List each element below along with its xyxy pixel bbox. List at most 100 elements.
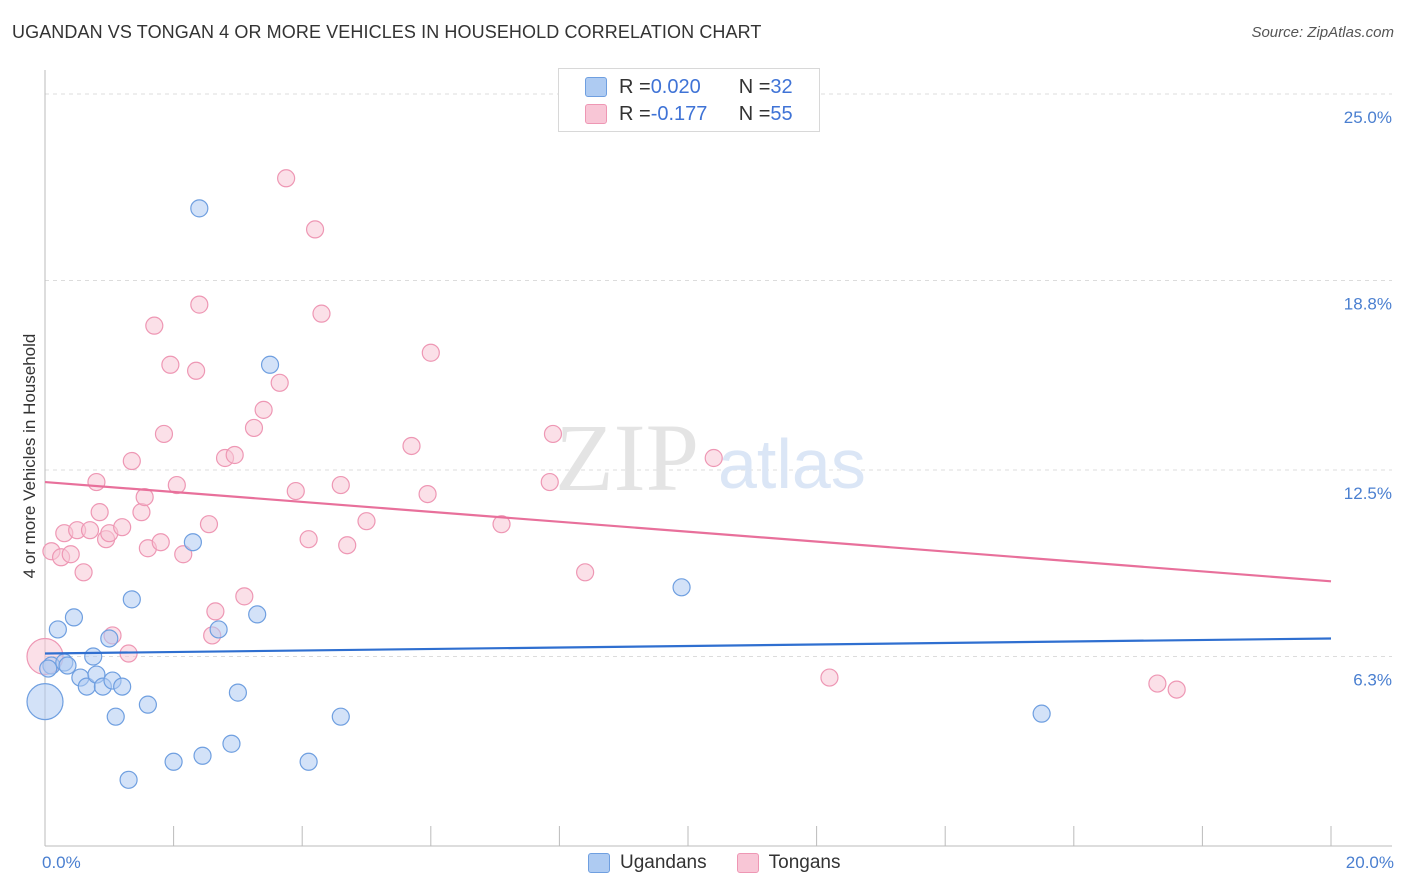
ugandans-point (190, 199, 209, 218)
tongans-point (540, 472, 559, 492)
tongans-legend-swatch (736, 853, 759, 873)
tongans-r-value: -0.177 (650, 102, 708, 125)
tongans-point (418, 484, 437, 504)
tongans-point (74, 563, 93, 582)
ugandans-point (64, 608, 84, 627)
tongans-trend-line (44, 480, 1332, 583)
tongans-point (312, 304, 331, 323)
grid-lines (45, 93, 1392, 658)
ugandans-n-value: 32 (770, 75, 793, 98)
tongans-point (132, 503, 151, 522)
ugandans-r-label: R = (619, 75, 651, 98)
ugandans-swatch (585, 77, 607, 97)
x-axis-ticks (44, 826, 1332, 846)
watermark-atlas: atlas (718, 425, 866, 503)
ugandans-point (209, 620, 228, 639)
tongans-point (122, 451, 141, 471)
ugandans-legend-swatch (588, 853, 610, 873)
ugandans-r-value: 0.020 (650, 75, 701, 98)
tongans-point (305, 220, 325, 239)
tongans-point (167, 475, 186, 495)
ugandans-point (164, 752, 183, 771)
series-legend: Ugandans Tongans (588, 852, 870, 874)
series-legend-tongans[interactable]: Tongans (736, 852, 841, 874)
y-tick-label: 12.5% (1344, 484, 1392, 503)
tongans-point (190, 295, 209, 314)
tongans-swatch (585, 104, 607, 124)
tongans-series (26, 169, 1186, 699)
tongans-point (161, 355, 180, 374)
trend-lines (44, 480, 1332, 655)
tongans-point (206, 602, 225, 621)
ugandans-point (39, 659, 58, 678)
ugandans-series (26, 199, 1051, 789)
tongans-point (174, 545, 193, 564)
tongans-point (543, 424, 563, 444)
tongans-point (87, 472, 106, 492)
chart-title: UGANDAN VS TONGAN 4 OR MORE VEHICLES IN … (12, 22, 762, 42)
tongans-legend-label: Tongans (768, 852, 841, 873)
ugandans-point (222, 734, 241, 753)
ugandans-point (26, 683, 64, 721)
ugandans-point (100, 629, 119, 648)
tongans-point (576, 563, 595, 582)
tongans-n-label: N = (738, 102, 771, 125)
correlation-legend: R = 0.020 N = 32 R = -0.177 N = 55 (558, 68, 820, 132)
tongans-point (492, 515, 511, 534)
tongans-point (113, 518, 132, 537)
ugandans-point (260, 355, 280, 374)
series-legend-ugandans[interactable]: Ugandans (588, 852, 707, 874)
tongans-point (154, 424, 174, 444)
ugandans-n-label: N = (738, 75, 771, 98)
ugandans-point (48, 620, 67, 639)
tongans-point (402, 436, 421, 456)
tongans-point (199, 515, 219, 534)
x-tick-label-max: 20.0% (1345, 853, 1394, 872)
y-axis-label: 4 or more Vehicles in Household (20, 333, 39, 579)
tongans-point (90, 503, 109, 522)
tongans-point (421, 343, 440, 362)
tongans-point (331, 475, 350, 495)
tongans-point (1148, 674, 1167, 693)
ugandans-point (672, 578, 691, 597)
tongans-point (357, 512, 376, 531)
tongans-point (145, 316, 164, 335)
tongans-point (61, 545, 80, 564)
tongans-r-label: R = (619, 102, 651, 125)
ugandans-point (183, 533, 202, 552)
watermark: ZIP atlas (555, 404, 866, 511)
ugandans-point (1032, 704, 1051, 723)
x-tick-label-min: 0.0% (42, 853, 81, 872)
tongans-point (80, 521, 100, 540)
tongans-point (254, 400, 273, 419)
tongans-point (244, 418, 264, 438)
ugandans-point (331, 707, 350, 726)
ugandans-point (299, 752, 318, 771)
tongans-point (820, 668, 839, 687)
tongans-point (704, 448, 723, 468)
ugandans-point (119, 770, 138, 789)
legend-row-ugandans: R = 0.020 N = 32 (585, 75, 793, 99)
tongans-point (225, 445, 244, 465)
ugandans-point (138, 695, 157, 714)
tongans-point (1167, 680, 1186, 699)
tongans-point (235, 587, 254, 606)
ugandans-legend-label: Ugandans (620, 852, 707, 873)
tongans-point (187, 361, 206, 380)
ugandans-point (58, 656, 77, 675)
ugandans-point (122, 590, 141, 609)
tongans-point (277, 169, 296, 188)
legend-row-tongans: R = -0.177 N = 55 (585, 102, 793, 126)
tongans-point (299, 530, 318, 549)
y-tick-label: 18.8% (1344, 295, 1392, 314)
ugandans-trend-line (44, 637, 1332, 655)
ugandans-point (228, 683, 247, 702)
ugandans-point (248, 605, 267, 624)
ugandans-point (84, 647, 103, 666)
y-axis-tick-labels: 6.3% 12.5% 18.8% 25.0% (1344, 108, 1392, 689)
ugandans-point (193, 746, 212, 765)
y-tick-label: 6.3% (1353, 671, 1392, 690)
tongans-n-value: 55 (770, 102, 793, 125)
tongans-point (286, 481, 305, 501)
